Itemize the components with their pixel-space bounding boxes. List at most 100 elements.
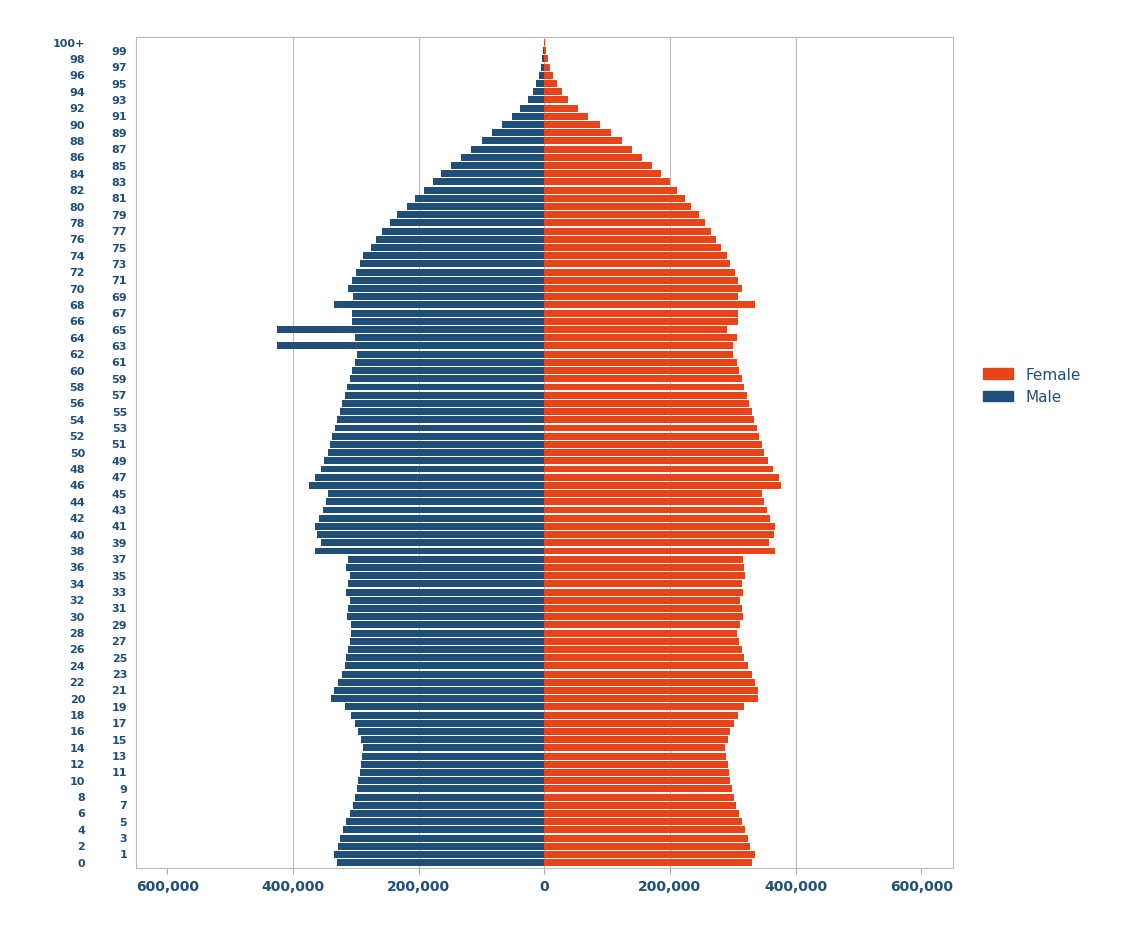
Text: 4: 4 [77, 825, 85, 835]
Bar [544, 220, 705, 228]
Bar [358, 728, 544, 735]
Text: 66: 66 [69, 317, 85, 327]
Text: 19: 19 [111, 702, 127, 712]
Text: 2: 2 [77, 841, 85, 851]
Bar [544, 794, 734, 801]
Bar [544, 458, 768, 464]
Bar [544, 614, 743, 620]
Text: 27: 27 [111, 636, 127, 647]
Text: 37: 37 [111, 555, 127, 565]
Bar [462, 155, 544, 161]
Bar [544, 630, 736, 637]
Bar [544, 155, 642, 161]
Text: 30: 30 [70, 612, 85, 622]
Bar [544, 146, 633, 154]
Bar [544, 442, 762, 448]
Text: 11: 11 [111, 767, 127, 778]
Bar [358, 777, 544, 784]
Text: 43: 43 [111, 505, 127, 515]
Text: 45: 45 [111, 489, 127, 499]
Legend: Female, Male: Female, Male [976, 361, 1086, 411]
Text: 61: 61 [111, 358, 127, 368]
Bar [353, 318, 544, 326]
Bar [335, 425, 544, 432]
Bar [345, 663, 544, 669]
Bar [324, 458, 544, 464]
Text: 20: 20 [69, 694, 85, 704]
Bar [544, 89, 562, 96]
Bar [361, 761, 544, 767]
Bar [376, 237, 544, 244]
Text: 89: 89 [111, 128, 127, 139]
Bar [347, 818, 544, 825]
Bar [541, 64, 544, 72]
Bar [544, 687, 758, 694]
Bar [315, 474, 544, 481]
Bar [544, 703, 744, 711]
Bar [544, 212, 699, 219]
Bar [544, 311, 738, 317]
Bar [544, 113, 589, 121]
Text: 76: 76 [69, 235, 85, 245]
Text: 6: 6 [77, 809, 85, 818]
Bar [333, 851, 544, 858]
Bar [323, 507, 544, 514]
Bar [544, 343, 734, 350]
Text: 50: 50 [70, 448, 85, 458]
Bar [339, 409, 544, 415]
Text: 72: 72 [69, 268, 85, 278]
Text: 65: 65 [111, 326, 127, 335]
Bar [544, 269, 735, 277]
Bar [544, 810, 739, 818]
Text: 80: 80 [69, 202, 85, 212]
Bar [544, 834, 748, 842]
Bar [544, 696, 758, 702]
Bar [544, 449, 764, 457]
Text: 49: 49 [111, 456, 127, 466]
Bar [544, 843, 751, 850]
Bar [344, 827, 544, 834]
Bar [472, 146, 544, 154]
Text: 79: 79 [111, 211, 127, 221]
Text: 84: 84 [69, 170, 85, 179]
Text: 97: 97 [111, 63, 127, 73]
Bar [361, 736, 544, 743]
Bar [315, 523, 544, 531]
Text: 1: 1 [119, 850, 127, 860]
Bar [544, 752, 727, 760]
Bar [544, 376, 742, 383]
Text: 90: 90 [69, 121, 85, 130]
Text: 14: 14 [69, 743, 85, 753]
Bar [544, 106, 577, 112]
Text: 71: 71 [111, 276, 127, 286]
Bar [544, 654, 744, 662]
Bar [544, 400, 750, 408]
Bar [544, 433, 759, 440]
Bar [321, 466, 544, 473]
Bar [407, 204, 544, 211]
Bar [359, 261, 544, 268]
Text: 75: 75 [111, 244, 127, 253]
Text: 82: 82 [69, 186, 85, 196]
Text: 100+: 100+ [53, 39, 85, 48]
Bar [544, 73, 553, 79]
Text: 15: 15 [111, 734, 127, 745]
Bar [521, 106, 544, 112]
Bar [415, 195, 544, 203]
Text: 77: 77 [111, 227, 127, 237]
Bar [544, 515, 770, 522]
Bar [544, 474, 779, 481]
Bar [544, 818, 742, 825]
Bar [544, 540, 769, 547]
Text: 78: 78 [69, 219, 85, 228]
Bar [349, 572, 544, 580]
Bar [345, 703, 544, 711]
Bar [544, 801, 736, 809]
Bar [451, 163, 544, 170]
Bar [353, 278, 544, 284]
Bar [511, 113, 544, 121]
Bar [544, 572, 745, 580]
Text: 46: 46 [69, 480, 85, 491]
Text: 85: 85 [111, 161, 127, 172]
Bar [544, 368, 739, 375]
